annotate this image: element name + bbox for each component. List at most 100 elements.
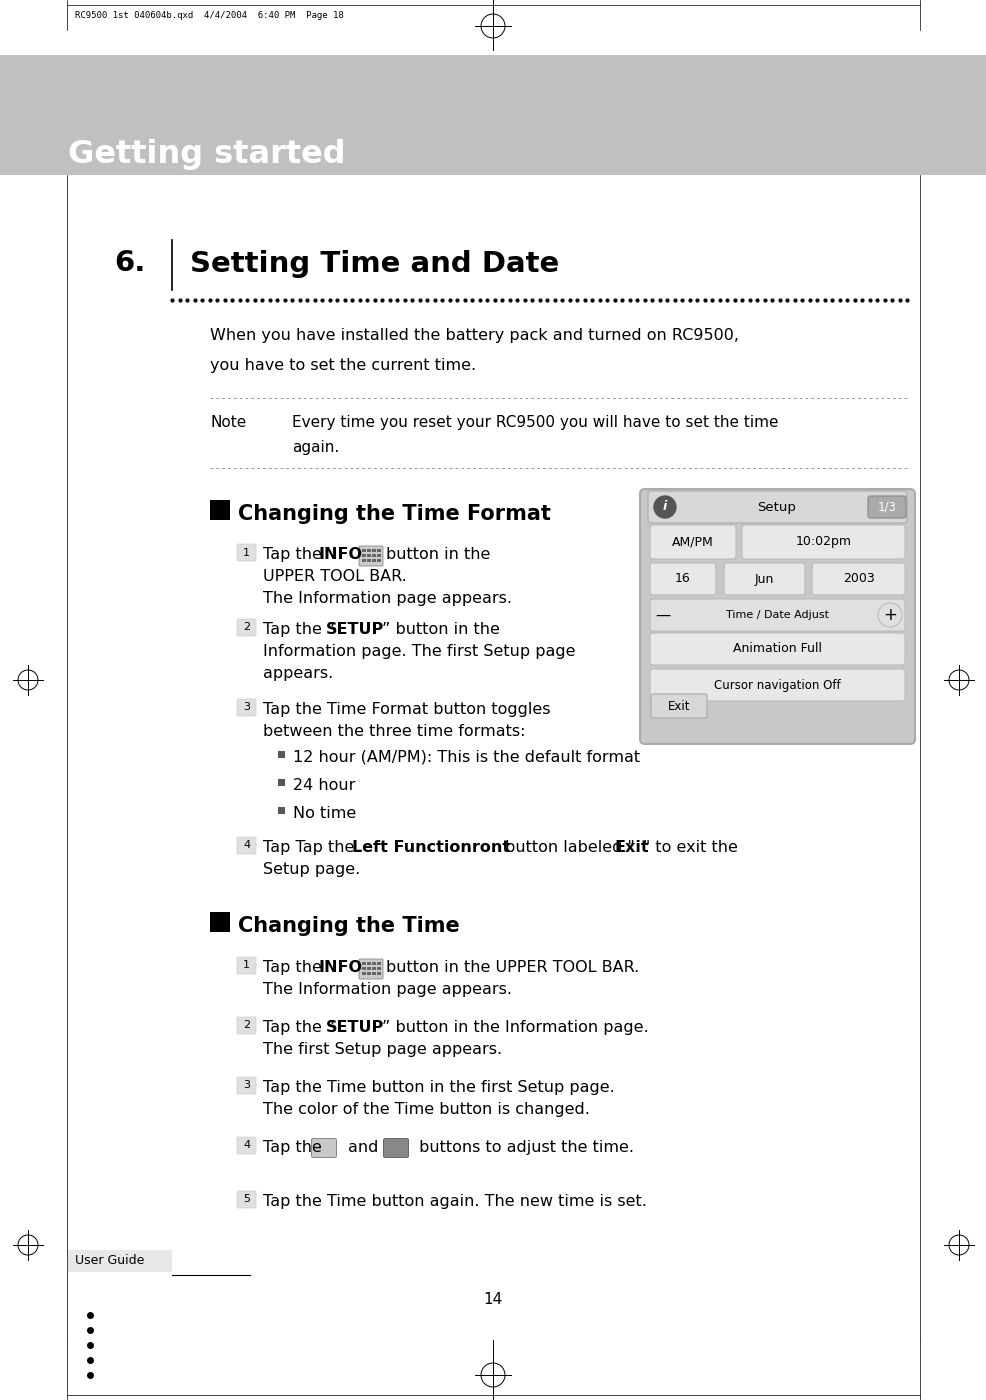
Text: 6.: 6. <box>114 249 146 277</box>
FancyBboxPatch shape <box>237 545 255 561</box>
Text: Cursor navigation Off: Cursor navigation Off <box>714 679 840 692</box>
FancyBboxPatch shape <box>650 563 715 595</box>
Text: button in the: button in the <box>386 547 490 561</box>
Text: The color of the Time button is changed.: The color of the Time button is changed. <box>262 1102 590 1117</box>
Text: buttons to adjust the time.: buttons to adjust the time. <box>413 1140 633 1155</box>
Text: SETUP: SETUP <box>325 622 384 637</box>
FancyBboxPatch shape <box>237 958 255 974</box>
Text: Tap the: Tap the <box>262 960 326 974</box>
Text: 1: 1 <box>243 547 249 557</box>
Bar <box>210 500 230 519</box>
Text: i: i <box>663 501 667 514</box>
Text: 1/3: 1/3 <box>877 501 895 514</box>
Text: button in the UPPER TOOL BAR.: button in the UPPER TOOL BAR. <box>386 960 639 974</box>
Text: Exit: Exit <box>613 840 648 855</box>
FancyBboxPatch shape <box>237 699 255 715</box>
FancyBboxPatch shape <box>650 599 904 631</box>
Text: Tap the “: Tap the “ <box>262 1021 335 1035</box>
Bar <box>278 806 285 813</box>
Text: Time / Date Adjust: Time / Date Adjust <box>725 610 827 620</box>
Text: Tap the Time button again. The new time is set.: Tap the Time button again. The new time … <box>262 1194 646 1210</box>
FancyBboxPatch shape <box>650 669 904 701</box>
FancyBboxPatch shape <box>237 1016 255 1035</box>
Text: 2: 2 <box>243 1021 249 1030</box>
Text: 4: 4 <box>243 840 249 850</box>
Bar <box>0 55 986 175</box>
Text: Changing the Time: Changing the Time <box>238 916 459 937</box>
FancyBboxPatch shape <box>237 837 255 854</box>
Text: 3: 3 <box>243 1081 249 1091</box>
FancyBboxPatch shape <box>237 1077 255 1093</box>
Text: 14: 14 <box>483 1292 502 1308</box>
FancyBboxPatch shape <box>650 525 736 559</box>
Text: When you have installed the battery pack and turned on RC9500,: When you have installed the battery pack… <box>210 328 739 343</box>
Text: 3: 3 <box>243 703 249 713</box>
Bar <box>372 549 376 552</box>
Text: 12 hour (AM/PM): This is the default format: 12 hour (AM/PM): This is the default for… <box>293 750 640 764</box>
Bar <box>377 972 381 974</box>
Bar <box>362 549 366 552</box>
Text: ” button in the Information page.: ” button in the Information page. <box>382 1021 648 1035</box>
Text: 10:02pm: 10:02pm <box>795 535 851 549</box>
Text: 2: 2 <box>243 623 249 633</box>
FancyBboxPatch shape <box>867 496 905 518</box>
FancyBboxPatch shape <box>724 563 805 595</box>
Text: 5: 5 <box>243 1194 249 1204</box>
Text: INFO: INFO <box>317 960 362 974</box>
Bar <box>367 972 371 974</box>
Text: Setup page.: Setup page. <box>262 862 360 876</box>
Text: Tap the: Tap the <box>262 1140 326 1155</box>
Text: 24 hour: 24 hour <box>293 778 355 792</box>
Text: Tap the Time Format button toggles: Tap the Time Format button toggles <box>262 701 550 717</box>
Bar <box>372 962 376 965</box>
Bar <box>377 967 381 970</box>
Bar <box>362 962 366 965</box>
Text: Information page. The first Setup page: Information page. The first Setup page <box>262 644 575 659</box>
Text: Tap the: Tap the <box>262 547 326 561</box>
Bar <box>367 554 371 557</box>
Bar <box>372 554 376 557</box>
Bar <box>367 559 371 561</box>
Text: 1: 1 <box>243 960 249 970</box>
Text: Animation Full: Animation Full <box>733 643 821 655</box>
Text: Left Functionront: Left Functionront <box>352 840 510 855</box>
Text: Every time you reset your RC9500 you will have to set the time: Every time you reset your RC9500 you wil… <box>292 414 778 430</box>
Bar <box>377 549 381 552</box>
Bar <box>377 559 381 561</box>
Bar <box>362 967 366 970</box>
Text: ” button in the: ” button in the <box>382 622 499 637</box>
Text: Jun: Jun <box>754 573 773 585</box>
Bar <box>67 1250 172 1273</box>
Bar <box>372 967 376 970</box>
FancyBboxPatch shape <box>359 546 383 566</box>
Circle shape <box>878 603 901 627</box>
Text: 16: 16 <box>674 573 690 585</box>
Text: —: — <box>655 608 669 623</box>
Text: appears.: appears. <box>262 666 333 680</box>
FancyBboxPatch shape <box>648 491 906 524</box>
Text: AM/PM: AM/PM <box>671 535 713 549</box>
Bar <box>367 549 371 552</box>
FancyBboxPatch shape <box>312 1138 336 1158</box>
Text: 4: 4 <box>243 1141 249 1151</box>
Text: No time: No time <box>293 806 356 820</box>
FancyBboxPatch shape <box>741 525 904 559</box>
Bar <box>362 559 366 561</box>
Text: between the three time formats:: between the three time formats: <box>262 724 525 739</box>
Text: button labeled ": button labeled " <box>500 840 634 855</box>
Text: RC9500 1st 040604b.qxd  4/4/2004  6:40 PM  Page 18: RC9500 1st 040604b.qxd 4/4/2004 6:40 PM … <box>75 11 343 21</box>
Text: SETUP: SETUP <box>325 1021 384 1035</box>
Bar <box>278 750 285 757</box>
Text: UPPER TOOL BAR.: UPPER TOOL BAR. <box>262 568 406 584</box>
Text: " to exit the: " to exit the <box>642 840 738 855</box>
Bar <box>372 559 376 561</box>
Bar <box>0 175 986 220</box>
Text: 2003: 2003 <box>842 573 874 585</box>
FancyBboxPatch shape <box>237 1191 255 1208</box>
Bar <box>367 962 371 965</box>
FancyBboxPatch shape <box>650 633 904 665</box>
Bar <box>210 911 230 932</box>
Bar <box>362 554 366 557</box>
Bar <box>362 972 366 974</box>
FancyBboxPatch shape <box>639 489 914 743</box>
